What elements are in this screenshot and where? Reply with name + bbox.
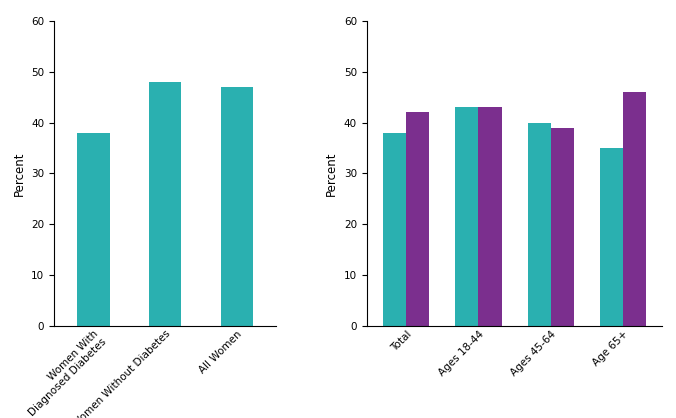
Bar [623, 92, 646, 326]
Bar [456, 107, 479, 326]
Bar [220, 87, 253, 326]
Y-axis label: Percent: Percent [325, 151, 338, 196]
Bar [600, 148, 623, 326]
Bar [406, 112, 429, 326]
Bar [383, 133, 406, 326]
Bar [77, 133, 110, 326]
Bar [149, 82, 181, 326]
Bar [479, 107, 502, 326]
Y-axis label: Percent: Percent [13, 151, 26, 196]
Bar [551, 128, 574, 326]
Bar [527, 122, 551, 326]
